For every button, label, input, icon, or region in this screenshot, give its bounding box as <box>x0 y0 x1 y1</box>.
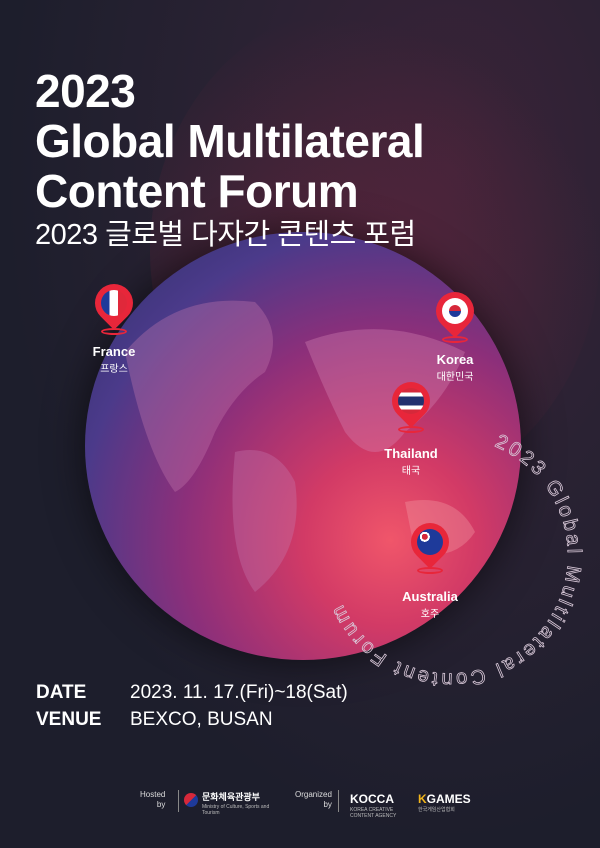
korea-flag-icon <box>442 298 468 324</box>
label-france: France 프랑스 <box>92 344 136 375</box>
pin-thailand <box>384 374 438 433</box>
organized-by: Organized by <box>295 790 332 809</box>
ministry-logo-icon <box>184 793 198 807</box>
australia-flag-icon <box>417 529 443 555</box>
ministry-logo: 문화체육관광부 Ministry of Culture, Sports and T… <box>202 792 270 816</box>
thailand-flag-icon <box>398 388 424 414</box>
date-row: DATE 2023. 11. 17.(Fri)~18(Sat) <box>36 682 348 703</box>
pin-australia <box>403 515 457 574</box>
title-year: 2023 <box>35 65 136 117</box>
pin-korea <box>428 284 482 343</box>
footer-divider <box>178 790 179 812</box>
venue-row: VENUE BEXCO, BUSAN <box>36 709 273 730</box>
kgames-logo: KGAMES 한국게임산업협회 <box>418 792 471 814</box>
label-korea: Korea 대한민국 <box>436 352 474 383</box>
label-australia: Australia 호주 <box>402 589 458 620</box>
hosted-by: Hosted by <box>140 790 166 809</box>
title-line2: Content Forum <box>35 165 359 217</box>
footer-divider <box>338 790 339 812</box>
kocca-logo: KOCCA KOREA CREATIVE CONTENT AGENCY <box>350 792 397 820</box>
title-korean: 2023 글로벌 다자간 콘텐츠 포럼 <box>35 219 416 251</box>
label-thailand: Thailand 태국 <box>384 446 438 477</box>
title-line1: Global Multilateral <box>35 115 425 167</box>
france-flag-icon <box>101 290 127 316</box>
pin-france <box>87 276 141 335</box>
